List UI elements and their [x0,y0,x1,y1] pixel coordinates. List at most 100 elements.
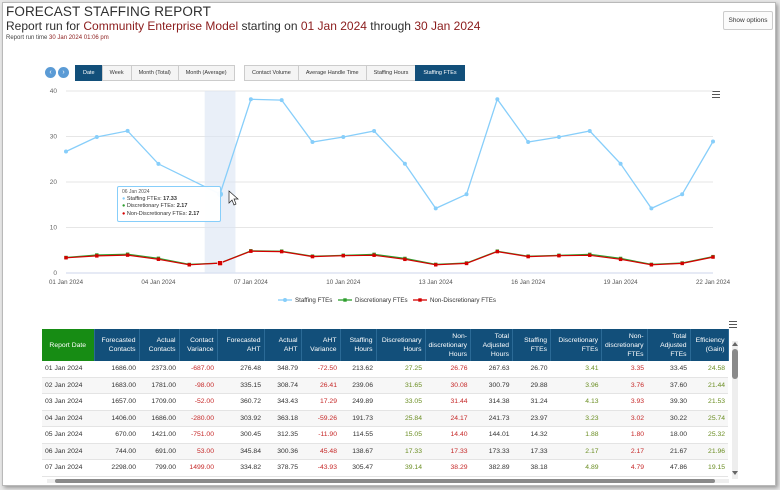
table-cell: 33.05 [376,393,425,411]
column-header[interactable]: Actual AHT [264,329,302,361]
data-point [125,253,130,257]
data-point [310,254,315,259]
table-cell: 24.17 [425,410,471,427]
table-row[interactable]: 01 Jan 2024 1686.00 2373.00 -687.00 276.48 34… [42,361,729,378]
table-cell: 3.02 [601,410,648,427]
table-cell: 191.73 [340,410,376,427]
table-cell: -280.00 [179,410,217,427]
table-row[interactable]: 03 Jan 2024 1657.00 1709.00 -52.00 360.72 343… [42,393,729,411]
table-cell: 21.44 [690,377,729,394]
table-cell: -98.00 [179,377,217,394]
data-point [372,129,377,134]
table-cell: 1406.00 [94,410,139,427]
chart-menu-icon[interactable] [712,91,720,98]
table-cell: 1.88 [550,426,602,444]
column-header[interactable]: Staffing FTEs [512,329,552,361]
data-point [556,134,561,139]
table-menu-icon[interactable] [729,321,737,328]
data-point [680,261,684,266]
table-vertical-scrollbar[interactable] [730,341,740,479]
data-point [372,253,376,257]
table-cell: -11.90 [301,426,340,444]
staffing-table-wrapper: Report Date Forecasted Contacts Actual Con… [42,329,732,479]
table-cell: 1686.00 [139,410,179,427]
data-point [95,254,99,258]
column-header[interactable]: Forecasted Contacts [94,329,140,361]
period-month-average-button[interactable]: Month (Average) [177,65,235,81]
period-button-group: Date Week Month (Total) Month (Average) [75,65,235,81]
column-header[interactable]: AHT Variance [301,329,341,361]
column-header[interactable]: Efficiency (Gain) [690,329,729,361]
data-point [649,206,654,211]
table-row[interactable]: 02 Jan 2024 1683.00 1781.00 -98.00 335.15 308… [42,377,729,394]
data-point [64,256,68,260]
metric-staffing-hours-button[interactable]: Staffing Hours [365,65,417,81]
metric-average-handle-time-button[interactable]: Average Handle Time [297,65,367,81]
chevron-left-icon[interactable]: ‹ [45,67,56,78]
table-cell: 2.17 [550,443,602,460]
period-week-button[interactable]: Week [101,65,132,81]
row-date-cell: 01 Jan 2024 [42,361,94,378]
table-cell: 1421.00 [139,426,179,444]
table-cell: 17.29 [301,393,340,411]
table-cell: 241.73 [470,410,513,427]
table-cell: 26.76 [425,361,471,378]
column-header[interactable]: Contact Variance [179,329,218,361]
table-row[interactable]: 06 Jan 2024 744.00 691.00 53.00 345.84 300.36… [42,443,729,460]
x-tick-label: 16 Jan 2024 [511,279,546,286]
column-header[interactable]: Total Adjusted FTEs [647,329,691,361]
show-options-button[interactable]: Show options [723,11,773,30]
metric-staffing-ftes-button[interactable]: Staffing FTEs [415,65,465,81]
table-cell: 30.08 [425,377,471,394]
x-tick-label: 19 Jan 2024 [604,279,639,286]
table-cell: 3.35 [601,361,648,378]
data-point [464,261,469,266]
table-cell: 213.62 [340,361,376,378]
table-horizontal-scrollbar[interactable] [47,478,729,484]
data-point [711,139,715,144]
table-cell: 38.18 [512,459,551,477]
series-line [65,250,714,266]
table-cell: 45.48 [301,443,340,460]
column-header[interactable]: Total Adjusted Hours [470,329,514,361]
table-cell: 2.17 [601,443,648,460]
column-header[interactable]: Actual Contacts [139,329,180,361]
row-date-cell: 07 Jan 2024 [42,459,94,477]
table-cell: 24.58 [690,361,729,378]
table-row[interactable]: 05 Jan 2024 670.00 1421.00 -751.00 300.45 312… [42,426,729,444]
table-cell: 29.88 [512,377,551,394]
y-tick-label: 0 [53,270,57,277]
column-header[interactable]: Non-discretionary FTEs [601,329,648,361]
row-date-cell: 06 Jan 2024 [42,443,94,460]
table-cell: 26.70 [512,361,551,378]
data-point [464,192,469,197]
table-row[interactable]: 07 Jan 2024 2298.00 799.00 1499.00 334.82 378… [42,459,729,477]
period-month-total-button[interactable]: Month (Total) [130,65,179,81]
table-cell: 300.36 [264,443,301,460]
data-point [649,263,654,267]
column-header[interactable]: Forecasted AHT [217,329,265,361]
data-point [403,257,407,262]
legend-label: Staffing FTEs [295,297,332,304]
metric-contact-volume-button[interactable]: Contact Volume [244,65,299,81]
table-row[interactable]: 04 Jan 2024 1406.00 1686.00 -280.00 303.92 36… [42,410,729,427]
table-cell: 25.84 [376,410,425,427]
column-header[interactable]: Discretionary FTEs [550,329,603,361]
table-cell: 25.32 [690,426,729,444]
table-cell: 305.47 [340,459,376,477]
column-header[interactable]: Staffing Hours [340,329,377,361]
period-date-button[interactable]: Date [75,65,103,81]
chevron-right-icon[interactable]: › [58,67,69,78]
table-cell: 1781.00 [139,377,179,394]
table-cell: 23.97 [512,410,551,427]
x-tick-label: 22 Jan 2024 [696,279,731,286]
column-header[interactable]: Non-discretionary Hours [425,329,472,361]
column-header[interactable]: Report Date [42,329,95,361]
column-header[interactable]: Discretionary Hours [376,329,426,361]
table-cell: 382.89 [470,459,513,477]
table-cell: 249.89 [340,393,376,411]
table-cell: 14.40 [425,426,471,444]
legend-symbol [283,298,287,302]
table-cell: 33.45 [647,361,691,378]
